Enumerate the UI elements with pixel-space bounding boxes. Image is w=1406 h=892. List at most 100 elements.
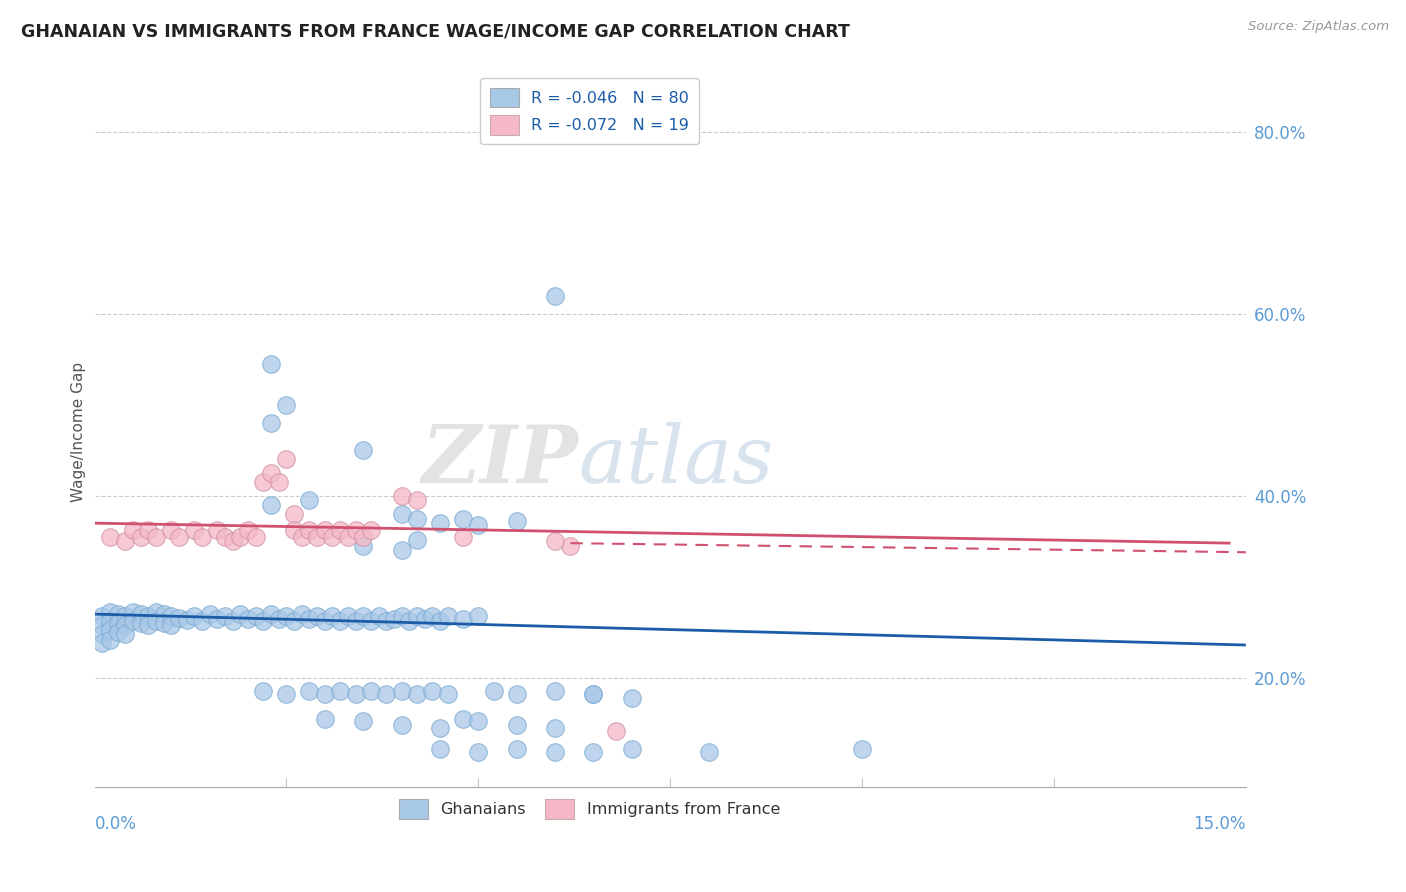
Point bbox=[451, 612, 474, 626]
Point bbox=[352, 443, 374, 458]
Point bbox=[91, 627, 114, 641]
Point bbox=[352, 714, 374, 729]
Point bbox=[467, 518, 489, 533]
Point bbox=[391, 507, 413, 521]
Point bbox=[136, 608, 159, 623]
Point bbox=[122, 615, 145, 629]
Point bbox=[544, 289, 567, 303]
Point bbox=[352, 608, 374, 623]
Point bbox=[245, 608, 267, 623]
Text: GHANAIAN VS IMMIGRANTS FROM FRANCE WAGE/INCOME GAP CORRELATION CHART: GHANAIAN VS IMMIGRANTS FROM FRANCE WAGE/… bbox=[21, 22, 851, 40]
Point bbox=[360, 615, 382, 629]
Point bbox=[98, 530, 121, 544]
Point bbox=[467, 745, 489, 759]
Point bbox=[222, 534, 245, 549]
Point bbox=[329, 684, 352, 698]
Point bbox=[98, 624, 121, 638]
Point bbox=[298, 612, 321, 626]
Point bbox=[283, 615, 305, 629]
Point bbox=[152, 607, 174, 621]
Point bbox=[267, 475, 290, 490]
Point bbox=[167, 530, 190, 544]
Point bbox=[298, 524, 321, 538]
Point bbox=[122, 605, 145, 619]
Point bbox=[252, 615, 274, 629]
Point bbox=[560, 539, 582, 553]
Point bbox=[391, 608, 413, 623]
Point bbox=[382, 612, 405, 626]
Point bbox=[391, 489, 413, 503]
Point bbox=[406, 511, 429, 525]
Point bbox=[260, 357, 283, 371]
Point bbox=[222, 615, 245, 629]
Point bbox=[321, 530, 343, 544]
Point bbox=[429, 721, 451, 735]
Point bbox=[114, 534, 136, 549]
Point bbox=[336, 530, 359, 544]
Point bbox=[298, 684, 321, 698]
Point bbox=[505, 741, 527, 756]
Point bbox=[260, 498, 283, 512]
Point bbox=[367, 608, 389, 623]
Point bbox=[391, 718, 413, 732]
Point bbox=[429, 615, 451, 629]
Point bbox=[314, 524, 336, 538]
Point bbox=[145, 530, 167, 544]
Point bbox=[314, 615, 336, 629]
Point bbox=[406, 533, 429, 547]
Point bbox=[291, 530, 314, 544]
Point bbox=[467, 714, 489, 729]
Point bbox=[406, 687, 429, 701]
Point bbox=[451, 712, 474, 726]
Point bbox=[198, 607, 221, 621]
Point bbox=[98, 605, 121, 619]
Point bbox=[167, 611, 190, 625]
Point bbox=[391, 543, 413, 558]
Point bbox=[544, 684, 567, 698]
Point bbox=[236, 524, 259, 538]
Point bbox=[413, 612, 436, 626]
Point bbox=[298, 493, 321, 508]
Point bbox=[183, 524, 205, 538]
Point bbox=[207, 612, 229, 626]
Point bbox=[436, 687, 458, 701]
Point bbox=[183, 608, 205, 623]
Point bbox=[160, 524, 183, 538]
Point bbox=[276, 608, 298, 623]
Point bbox=[344, 524, 367, 538]
Point bbox=[107, 625, 129, 640]
Point bbox=[436, 608, 458, 623]
Point bbox=[98, 632, 121, 647]
Point bbox=[214, 530, 236, 544]
Point bbox=[207, 524, 229, 538]
Point bbox=[429, 516, 451, 530]
Point bbox=[252, 475, 274, 490]
Point bbox=[214, 608, 236, 623]
Point bbox=[98, 615, 121, 629]
Point bbox=[129, 607, 152, 621]
Text: ZIP: ZIP bbox=[422, 422, 578, 500]
Point bbox=[544, 534, 567, 549]
Point bbox=[505, 718, 527, 732]
Point bbox=[851, 741, 873, 756]
Point bbox=[352, 539, 374, 553]
Point bbox=[544, 721, 567, 735]
Point bbox=[307, 530, 329, 544]
Point bbox=[236, 612, 259, 626]
Point bbox=[314, 712, 336, 726]
Point bbox=[129, 616, 152, 631]
Point bbox=[582, 687, 605, 701]
Point bbox=[145, 605, 167, 619]
Point bbox=[375, 615, 398, 629]
Point bbox=[544, 745, 567, 759]
Point bbox=[160, 608, 183, 623]
Point bbox=[344, 687, 367, 701]
Point bbox=[420, 684, 443, 698]
Point bbox=[420, 608, 443, 623]
Point bbox=[252, 684, 274, 698]
Point bbox=[391, 684, 413, 698]
Point bbox=[582, 745, 605, 759]
Point bbox=[260, 607, 283, 621]
Point bbox=[307, 608, 329, 623]
Point bbox=[276, 687, 298, 701]
